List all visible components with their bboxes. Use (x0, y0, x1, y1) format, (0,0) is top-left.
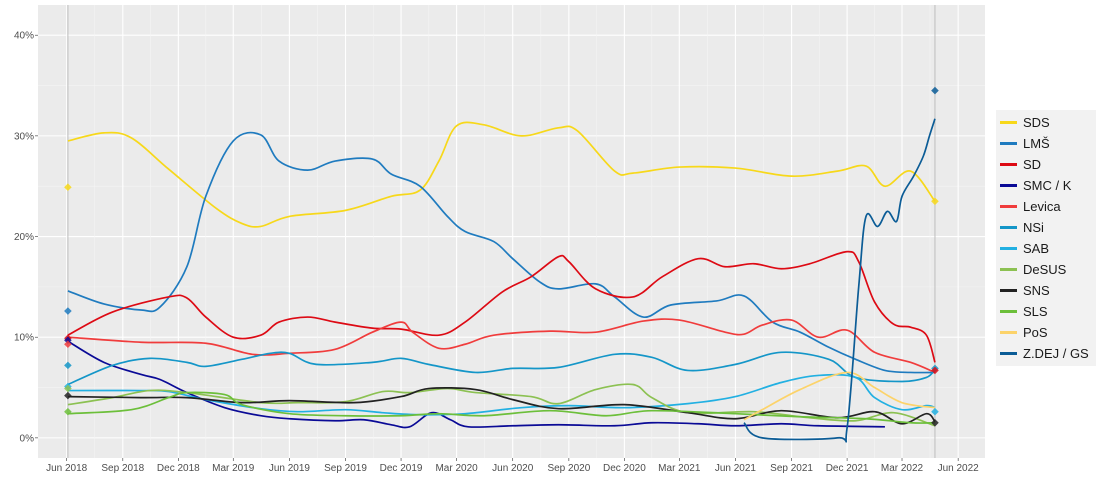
x-tick-label: Sep 2019 (324, 463, 367, 474)
y-tick-label: 30% (14, 131, 34, 142)
legend-item: SNS (996, 280, 1096, 301)
trend-line-nsi (67, 351, 936, 386)
legend-item: SDS (996, 112, 1096, 133)
election-result-diamond (931, 418, 939, 427)
trend-lines (67, 118, 936, 443)
election-result-diamond (64, 307, 72, 315)
legend-item: SLS (996, 301, 1096, 322)
legend-label: SMC / K (1023, 178, 1072, 193)
trend-line-desus (67, 383, 936, 427)
trend-line-sls (67, 391, 935, 424)
x-tick-label: Jun 2021 (715, 463, 757, 474)
gridlines (38, 5, 985, 458)
legend-key (1000, 184, 1017, 187)
election-result-diamond (64, 336, 72, 345)
legend-label: SDS (1023, 115, 1050, 130)
legend-item: SAB (996, 238, 1096, 259)
legend-item: LMŠ (996, 133, 1096, 154)
legend-key (1000, 226, 1017, 229)
trend-line-z-dej-gs (743, 118, 936, 443)
x-axis: Jun 2018 Sep 2018 Dec 2018 Mar 2019 Jun 2019… (46, 458, 979, 474)
election-result-diamond (931, 407, 939, 416)
legend-item: SMC / K (996, 175, 1096, 196)
legend-item: DeSUS (996, 259, 1096, 280)
y-tick-label: 20% (14, 232, 34, 243)
x-tick-label: Sep 2020 (547, 463, 590, 474)
x-tick-label: Dec 2019 (380, 463, 423, 474)
legend-label: SNS (1023, 283, 1050, 298)
legend-label: SD (1023, 157, 1042, 172)
x-tick-label: Dec 2018 (157, 463, 200, 474)
legend-key (1000, 310, 1017, 313)
legend-item: Levica (996, 196, 1096, 217)
election-result-diamond (64, 391, 72, 400)
election-result-diamond (64, 183, 72, 192)
x-tick-label: Sep 2021 (770, 463, 813, 474)
y-tick-label: 40% (14, 31, 34, 42)
legend-key (1000, 289, 1017, 292)
y-tick-label: 0% (20, 433, 35, 444)
legend-key (1000, 163, 1017, 166)
legend-item: SD (996, 154, 1096, 175)
x-tick-label: Mar 2022 (881, 463, 924, 474)
election-lines (67, 5, 936, 458)
trend-line-pos (743, 371, 936, 421)
legend-item: NSi (996, 217, 1096, 238)
legend-key (1000, 352, 1017, 355)
legend-label: SLS (1023, 304, 1048, 319)
trend-line-sds (67, 121, 936, 228)
legend-key (1000, 268, 1017, 271)
election-result-diamond (64, 407, 72, 416)
legend-label: PoS (1023, 325, 1048, 340)
legend-label: Levica (1023, 199, 1061, 214)
legend-item: PoS (996, 322, 1096, 343)
legend: SDS LMŠ SD SMC / K Levica NSi SAB DeSUS SNS SLS Po… (996, 110, 1096, 366)
legend-key (1000, 142, 1017, 145)
legend-key (1000, 331, 1017, 334)
x-tick-label: Mar 2020 (435, 463, 478, 474)
legend-item: Z.DEJ / GS (996, 343, 1096, 364)
election-result-diamond (931, 366, 939, 375)
legend-label: NSi (1023, 220, 1044, 235)
x-tick-label: Dec 2020 (603, 463, 646, 474)
x-tick-label: Dec 2021 (826, 463, 869, 474)
x-tick-label: Mar 2019 (212, 463, 255, 474)
legend-label: DeSUS (1023, 262, 1067, 277)
x-tick-label: Jun 2020 (492, 463, 534, 474)
legend-key (1000, 121, 1017, 124)
x-tick-label: Jun 2022 (938, 463, 980, 474)
election-result-markers (64, 86, 939, 427)
trend-line-lm- (67, 131, 935, 374)
x-tick-label: Sep 2018 (101, 463, 144, 474)
y-axis: 0% 10% 20% 30% 40% (14, 31, 38, 444)
legend-key (1000, 247, 1017, 250)
election-result-diamond (64, 384, 72, 393)
trend-line-sd (67, 250, 936, 363)
election-result-diamond (931, 86, 939, 95)
y-tick-label: 10% (14, 333, 34, 344)
legend-label: Z.DEJ / GS (1023, 346, 1089, 361)
x-tick-label: Jun 2018 (46, 463, 88, 474)
legend-key (1000, 205, 1017, 208)
election-result-diamond (64, 361, 72, 370)
trend-line-sns (67, 387, 936, 425)
x-tick-label: Jun 2019 (269, 463, 311, 474)
election-result-diamond (64, 340, 72, 349)
x-tick-label: Mar 2021 (658, 463, 701, 474)
legend-label: LMŠ (1023, 136, 1050, 151)
legend-label: SAB (1023, 241, 1050, 256)
election-result-diamond (931, 197, 939, 206)
